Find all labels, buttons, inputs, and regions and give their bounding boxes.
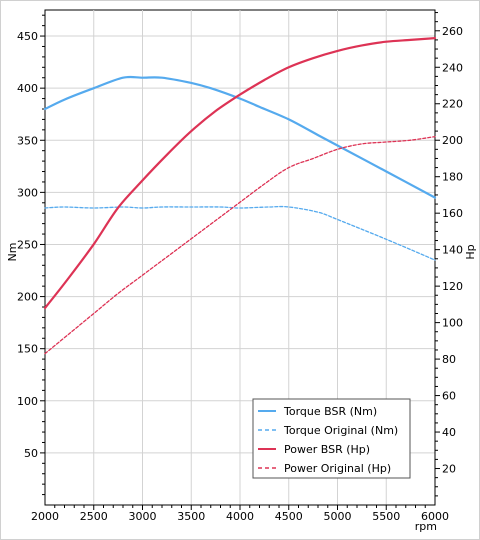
y-right-axis-title: Hp [464, 244, 477, 259]
x-tick-label: 4500 [275, 510, 303, 523]
legend: Torque BSR (Nm) Torque Original (Nm) Pow… [252, 398, 411, 479]
x-axis-title: rpm [415, 520, 437, 533]
y-left-axis-title: Nm [6, 243, 19, 262]
series-torque-bsr-line [43, 75, 437, 199]
y-right-tick-label: 40 [442, 426, 456, 439]
x-tick-label: 4000 [226, 510, 254, 523]
x-tick-label: 5000 [324, 510, 352, 523]
y-left-tick-label: 400 [17, 82, 38, 95]
series-torque-original-line [44, 205, 436, 261]
axes: 50 100 150 200 250 300 350 400 450 20 40 60 80 100 120… [17, 10, 463, 523]
y-left-tick-label: 450 [17, 30, 38, 43]
legend-label-power-bsr: Power BSR (Hp) [284, 443, 370, 456]
y-right-tick-label: 180 [442, 171, 463, 184]
legend-label-power-original: Power Original (Hp) [284, 462, 391, 475]
y-right-tick-label: 20 [442, 463, 456, 476]
y-left-tick-label: 250 [17, 238, 38, 251]
y-left-tick-label: 350 [17, 134, 38, 147]
y-left-tick-label: 50 [24, 447, 38, 460]
y-right-tick-label: 160 [442, 207, 463, 220]
grid [44, 9, 436, 506]
y-left-tick-label: 100 [17, 395, 38, 408]
y-right-tick-label: 100 [442, 317, 463, 330]
y-right-tick-label: 200 [442, 134, 463, 147]
legend-label-torque-bsr: Torque BSR (Nm) [283, 405, 377, 418]
x-tick-label: 6000 [421, 510, 449, 523]
y-right-tick-label: 220 [442, 98, 463, 111]
series-power-bsr-line [43, 37, 437, 310]
legend-label-torque-original: Torque Original (Nm) [283, 424, 398, 437]
series-power-original-line [44, 135, 436, 355]
x-tick-label: 2000 [31, 510, 59, 523]
y-right-tick-label: 80 [442, 353, 456, 366]
series [43, 37, 437, 355]
y-right-tick-label: 140 [442, 244, 463, 257]
y-right-tick-label: 60 [442, 390, 456, 403]
x-tick-label: 5500 [372, 510, 400, 523]
y-right-tick-label: 120 [442, 280, 463, 293]
x-tick-label: 3500 [177, 510, 205, 523]
y-left-tick-label: 300 [17, 186, 38, 199]
y-left-tick-label: 200 [17, 291, 38, 304]
y-right-tick-label: 260 [442, 25, 463, 38]
y-left-tick-label: 150 [17, 343, 38, 356]
y-right-tick-label: 240 [442, 61, 463, 74]
x-tick-label: 3000 [129, 510, 157, 523]
legend-box [252, 398, 411, 479]
x-tick-label: 2500 [80, 510, 108, 523]
